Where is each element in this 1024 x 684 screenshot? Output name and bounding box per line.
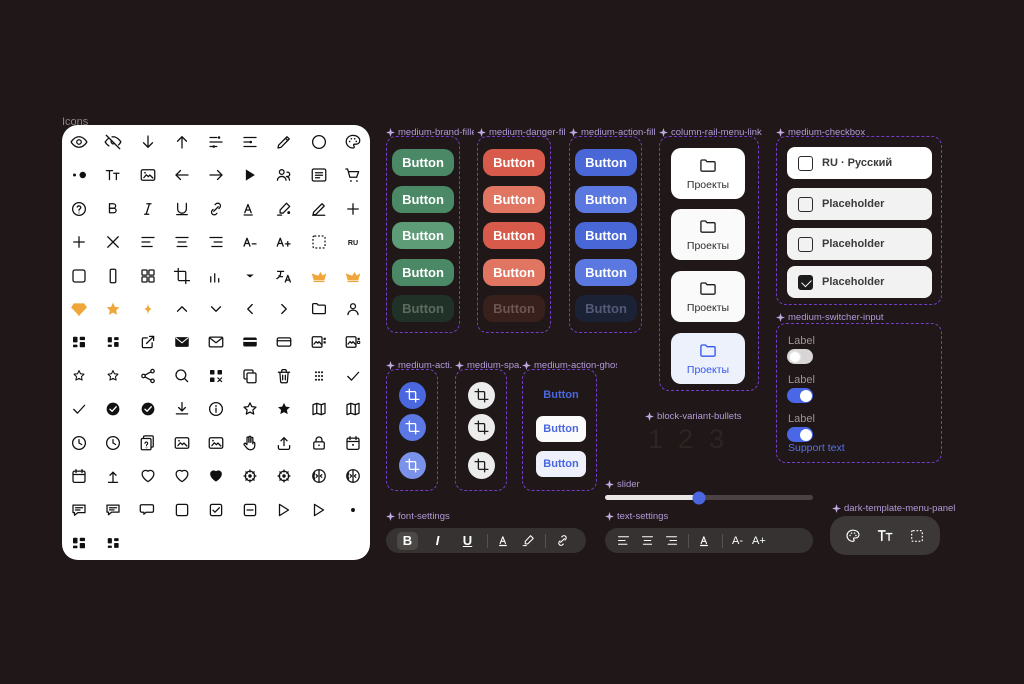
svg-text:RU: RU: [348, 239, 358, 247]
